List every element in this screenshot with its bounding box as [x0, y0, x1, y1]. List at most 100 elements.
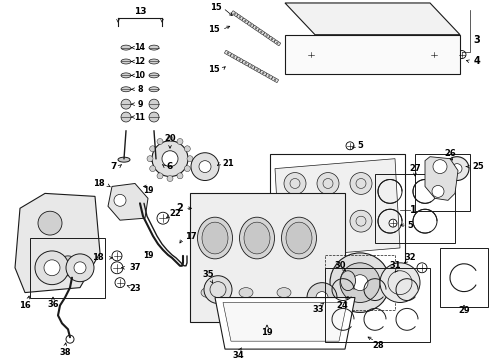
Ellipse shape: [118, 157, 130, 162]
Text: 19: 19: [143, 251, 153, 260]
Text: 16: 16: [19, 301, 31, 310]
Circle shape: [257, 69, 258, 71]
Text: 18: 18: [94, 179, 105, 188]
Circle shape: [261, 31, 262, 33]
Text: 31: 31: [389, 261, 401, 270]
Circle shape: [66, 254, 94, 282]
Text: 37: 37: [129, 263, 141, 272]
Text: 17: 17: [185, 231, 196, 240]
Circle shape: [111, 262, 123, 274]
Text: 6: 6: [167, 162, 173, 171]
FancyBboxPatch shape: [271, 77, 278, 82]
Text: 14: 14: [134, 43, 146, 52]
FancyBboxPatch shape: [253, 25, 259, 31]
Ellipse shape: [121, 73, 131, 78]
Circle shape: [430, 51, 438, 59]
Ellipse shape: [150, 157, 162, 162]
Circle shape: [245, 62, 246, 64]
Polygon shape: [215, 297, 355, 349]
FancyBboxPatch shape: [274, 40, 281, 46]
Circle shape: [330, 253, 390, 312]
Text: 18: 18: [93, 253, 104, 262]
Circle shape: [263, 72, 264, 74]
Text: 27: 27: [409, 164, 421, 173]
Circle shape: [417, 263, 427, 273]
Text: 11: 11: [134, 113, 146, 122]
FancyBboxPatch shape: [224, 50, 231, 56]
Text: 3: 3: [474, 35, 480, 45]
Circle shape: [313, 13, 327, 27]
Circle shape: [149, 166, 156, 172]
Ellipse shape: [240, 217, 274, 259]
Ellipse shape: [302, 239, 327, 253]
Circle shape: [184, 146, 190, 152]
Ellipse shape: [197, 217, 232, 259]
Circle shape: [58, 256, 78, 276]
Circle shape: [227, 53, 229, 54]
Text: 35: 35: [202, 270, 214, 279]
Bar: [30, 238, 105, 297]
FancyBboxPatch shape: [266, 73, 272, 79]
Circle shape: [149, 99, 159, 109]
Circle shape: [162, 151, 178, 167]
Text: 23: 23: [129, 284, 141, 293]
Circle shape: [74, 262, 86, 274]
Circle shape: [380, 263, 420, 302]
Circle shape: [233, 56, 235, 57]
Text: 10: 10: [134, 71, 146, 80]
FancyBboxPatch shape: [236, 57, 243, 63]
FancyBboxPatch shape: [247, 22, 254, 28]
Circle shape: [121, 112, 131, 122]
Bar: [310, 40, 440, 69]
Ellipse shape: [281, 217, 317, 259]
Circle shape: [432, 185, 444, 197]
Text: 5: 5: [357, 141, 363, 150]
Circle shape: [44, 260, 60, 276]
Circle shape: [157, 212, 169, 224]
Circle shape: [340, 263, 380, 302]
Circle shape: [177, 139, 183, 144]
Circle shape: [114, 194, 126, 206]
Bar: [440, 248, 488, 307]
Circle shape: [346, 142, 354, 150]
Text: 34: 34: [232, 351, 244, 360]
Text: 12: 12: [134, 57, 146, 66]
Circle shape: [433, 160, 447, 174]
Text: 8: 8: [137, 85, 143, 94]
Polygon shape: [15, 193, 100, 293]
Circle shape: [121, 99, 131, 109]
Circle shape: [147, 156, 153, 162]
Text: 19: 19: [143, 186, 153, 195]
FancyBboxPatch shape: [231, 11, 238, 17]
Text: 25: 25: [472, 162, 484, 171]
Circle shape: [317, 172, 339, 194]
Circle shape: [266, 35, 268, 36]
Text: 15: 15: [208, 65, 220, 74]
Circle shape: [276, 42, 278, 44]
Ellipse shape: [315, 288, 329, 297]
Polygon shape: [275, 159, 400, 258]
Circle shape: [115, 278, 125, 288]
Circle shape: [112, 251, 122, 261]
Polygon shape: [285, 35, 460, 75]
Text: 36: 36: [47, 300, 59, 309]
Ellipse shape: [149, 59, 159, 64]
Circle shape: [199, 161, 211, 172]
FancyBboxPatch shape: [242, 18, 248, 24]
Circle shape: [271, 39, 273, 40]
Text: 33: 33: [312, 305, 324, 314]
Bar: [270, 154, 405, 268]
Text: 9: 9: [137, 100, 143, 109]
Text: 15: 15: [208, 25, 220, 34]
Circle shape: [357, 13, 371, 27]
Text: 26: 26: [444, 149, 456, 158]
Text: 30: 30: [334, 261, 346, 270]
Circle shape: [350, 172, 372, 194]
Circle shape: [239, 59, 241, 60]
Ellipse shape: [286, 222, 312, 254]
Circle shape: [239, 17, 241, 18]
Text: 15: 15: [210, 4, 222, 13]
Ellipse shape: [121, 45, 131, 50]
Circle shape: [149, 146, 156, 152]
Ellipse shape: [277, 288, 291, 297]
